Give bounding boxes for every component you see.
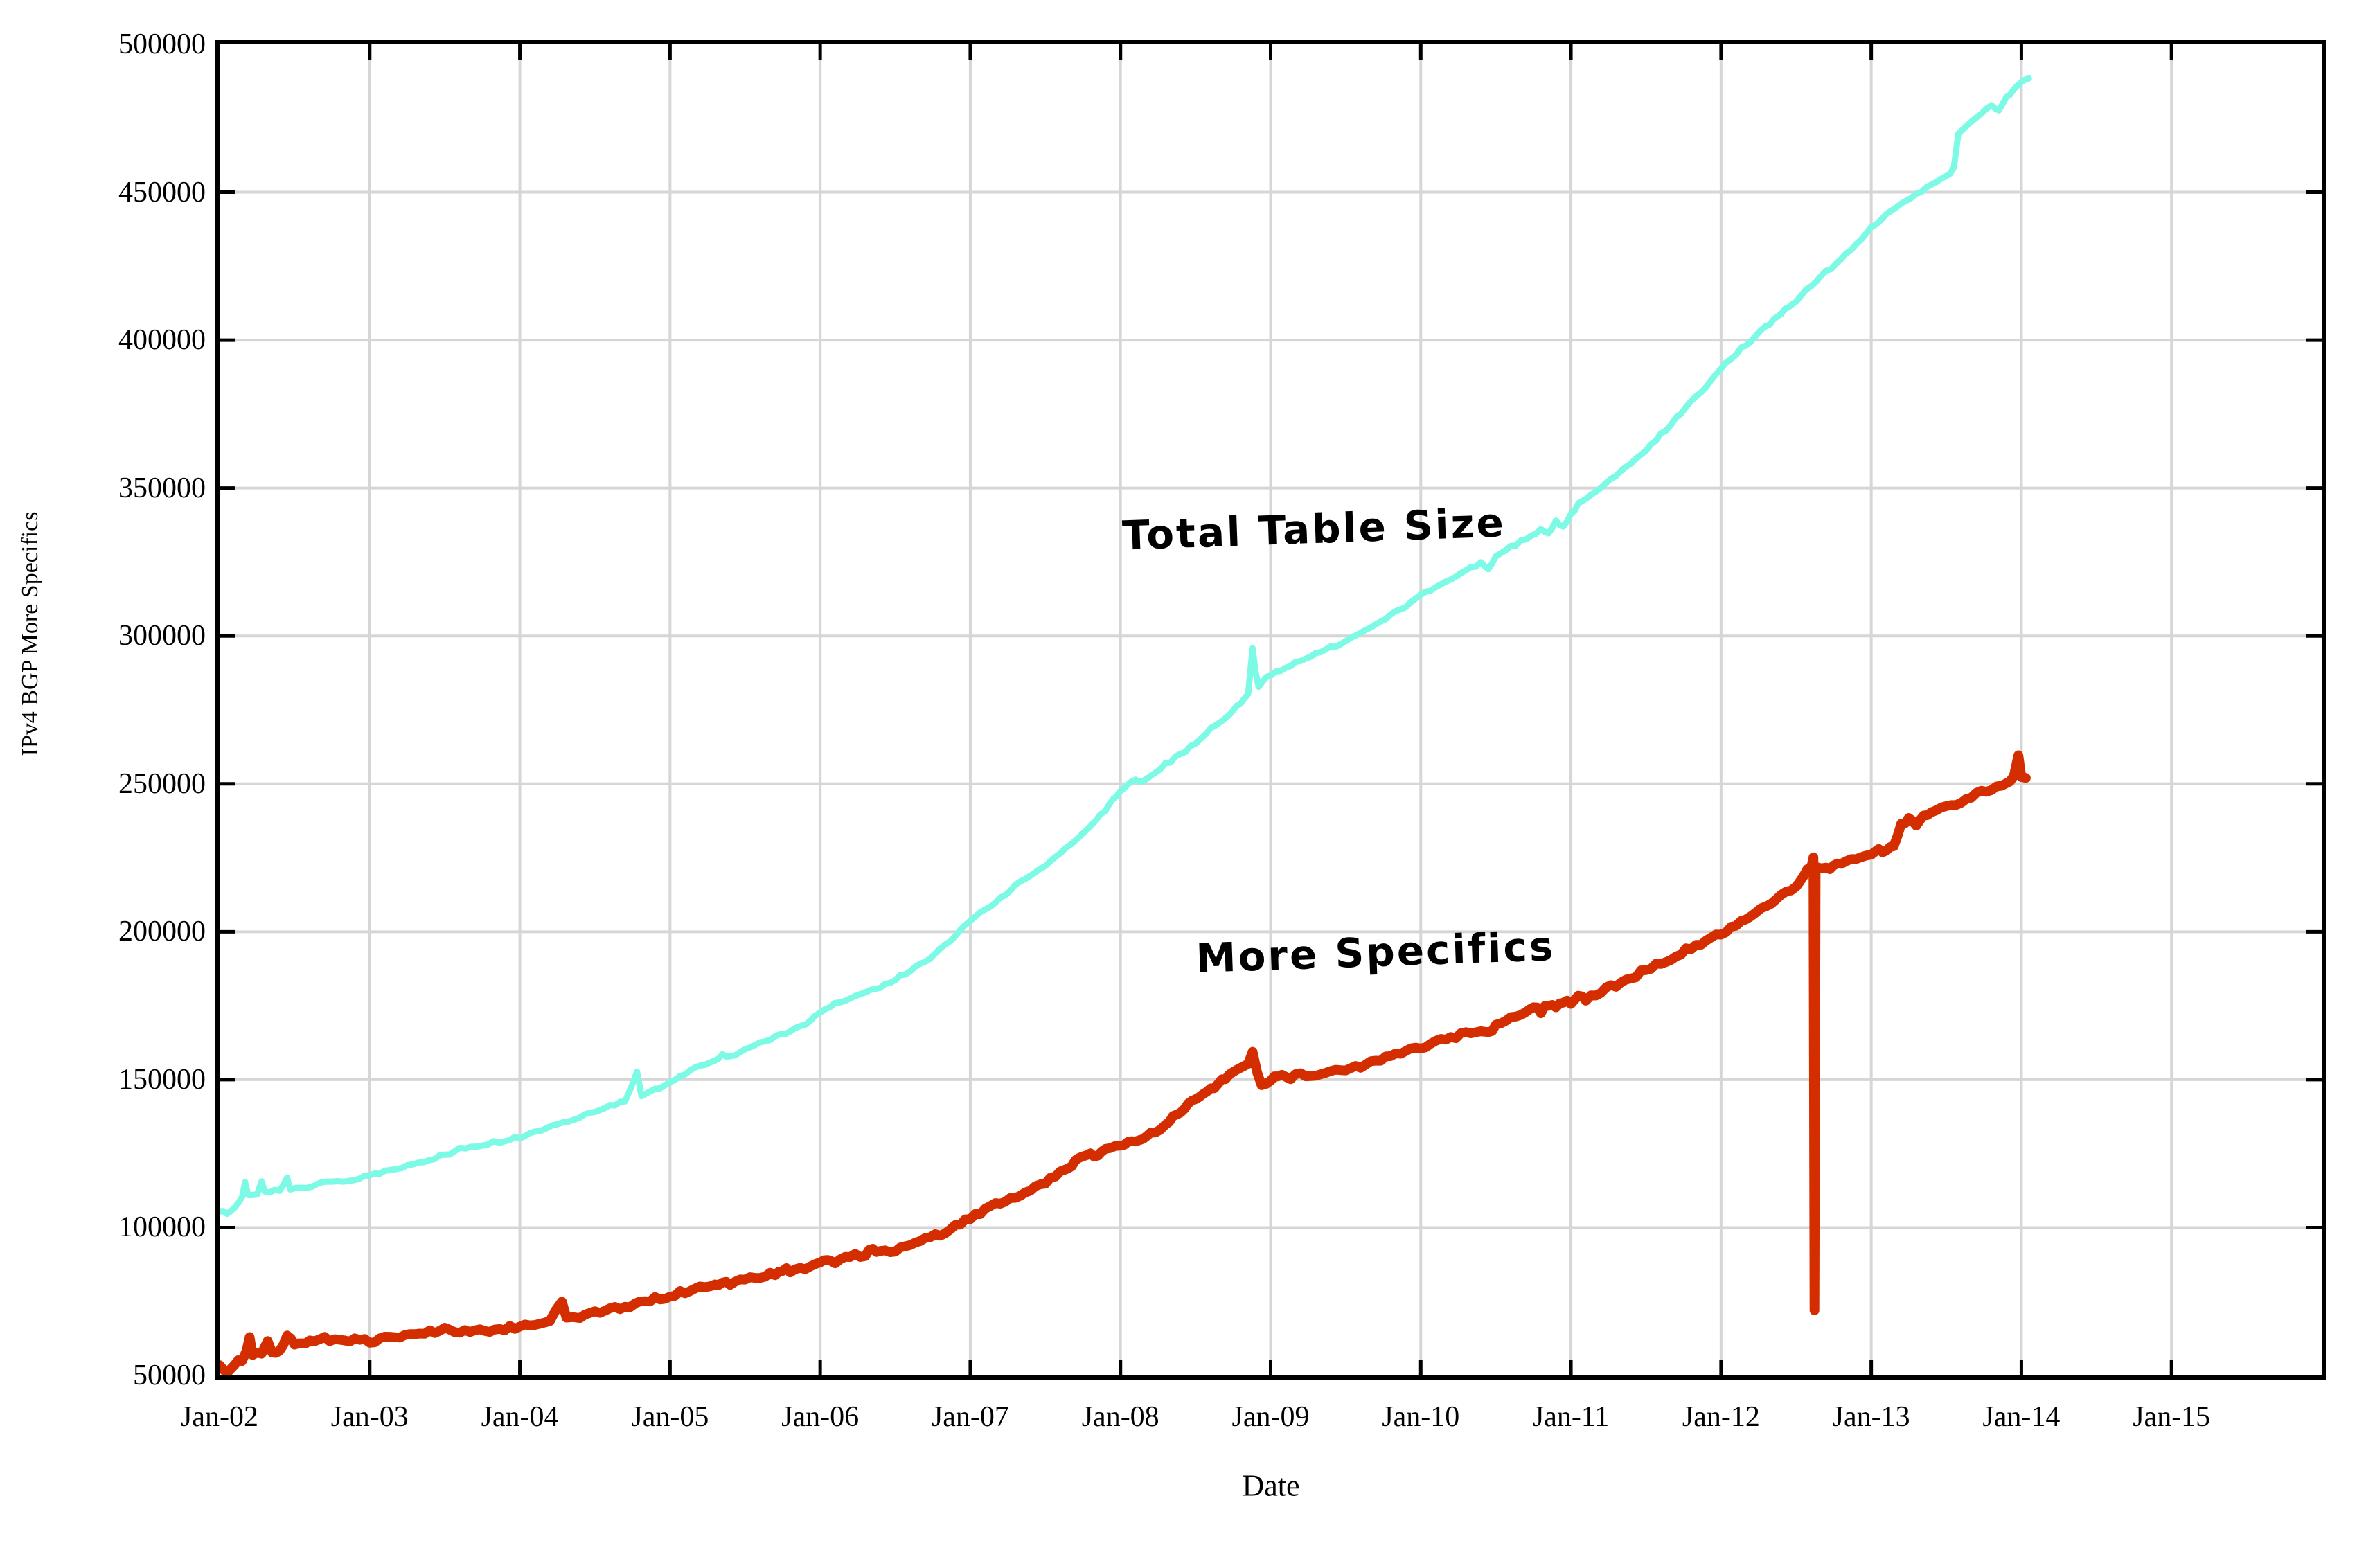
y-tick-label: 500000 bbox=[118, 28, 206, 60]
y-axis-title: IPv4 BGP More Specifics bbox=[17, 511, 43, 756]
y-tick-label: 300000 bbox=[118, 620, 206, 652]
more-specifics-line bbox=[220, 750, 2031, 1375]
y-tick-label: 450000 bbox=[118, 176, 206, 208]
x-tick-label: Jan-14 bbox=[1982, 1401, 2061, 1433]
plot-area bbox=[215, 40, 2326, 1380]
x-axis-title: Date bbox=[1242, 1468, 1300, 1503]
x-tick-label: Jan-10 bbox=[1382, 1401, 1460, 1433]
total-table-size-line bbox=[220, 75, 2032, 1218]
y-tick-label: 350000 bbox=[118, 472, 206, 504]
y-tick-label: 400000 bbox=[118, 324, 206, 357]
y-tick-label: 150000 bbox=[118, 1063, 206, 1096]
y-tick-label: 50000 bbox=[133, 1360, 206, 1391]
x-tick-label: Jan-12 bbox=[1682, 1401, 1760, 1433]
y-tick-label: 100000 bbox=[118, 1211, 206, 1244]
x-tick-label: Jan-13 bbox=[1832, 1401, 1910, 1433]
x-tick-label: Jan-04 bbox=[481, 1401, 559, 1433]
y-tick-label: 200000 bbox=[118, 916, 206, 948]
x-tick-label: Jan-08 bbox=[1081, 1401, 1159, 1433]
gridlines bbox=[220, 44, 2322, 1375]
axis-ticks bbox=[220, 44, 2322, 1375]
x-tick-label: Jan-06 bbox=[781, 1401, 860, 1433]
x-tick-label: Jan-02 bbox=[181, 1401, 258, 1433]
x-tick-label: Jan-05 bbox=[631, 1401, 709, 1433]
x-tick-label: Jan-03 bbox=[330, 1401, 409, 1433]
x-tick-label: Jan-09 bbox=[1231, 1401, 1310, 1433]
x-tick-label: Jan-15 bbox=[2133, 1401, 2211, 1433]
x-tick-label: Jan-07 bbox=[931, 1401, 1009, 1433]
x-tick-label: Jan-11 bbox=[1532, 1401, 1610, 1433]
plot-canvas bbox=[220, 44, 2322, 1375]
y-tick-label: 250000 bbox=[118, 767, 206, 800]
